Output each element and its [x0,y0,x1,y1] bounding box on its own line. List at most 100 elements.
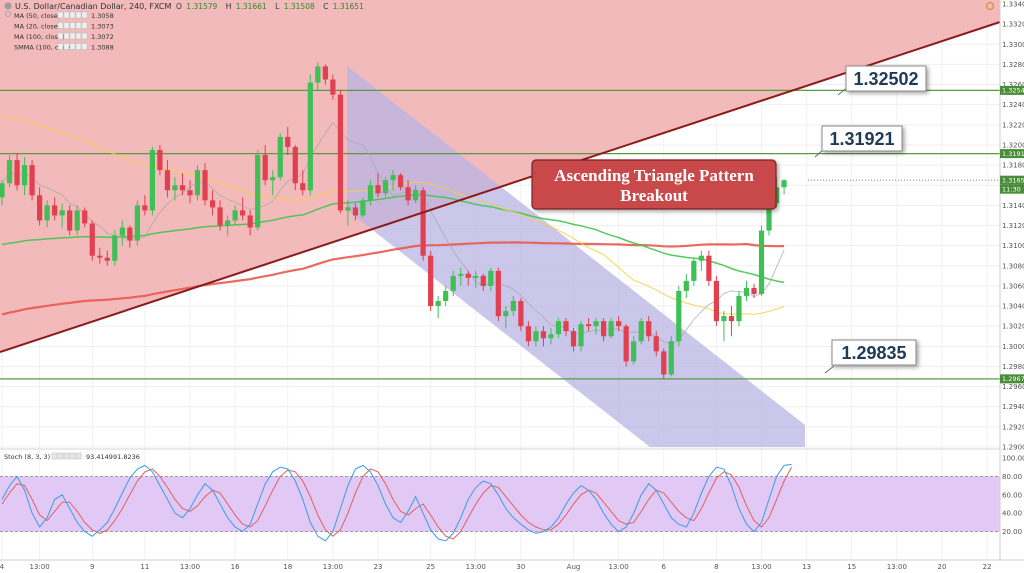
legend-control-icon[interactable] [81,22,88,29]
candle [240,197,246,221]
legend-control-icon[interactable] [57,43,64,50]
legend-control-icon[interactable] [75,11,82,19]
gear-icon[interactable] [985,1,995,11]
candle [270,170,276,196]
time-tick-label: 13:00 [323,563,343,571]
legend-control-icon[interactable] [81,11,88,19]
candle [52,197,58,221]
legend-control-icon[interactable] [57,32,64,40]
candle [706,250,712,286]
candle [82,207,88,228]
stoch-k-line [1,463,792,542]
candle [668,336,674,377]
candle [315,62,321,90]
price-tick-label: 1.29000 [1002,444,1024,452]
legend-value-1: 1.3073 [91,23,114,31]
price-tick-label: 1.33200 [1002,21,1024,29]
time-tick-label: 8 [714,563,718,571]
candle [330,74,336,100]
legend-control-icon[interactable] [51,452,58,460]
candle [337,89,343,214]
legend-control-icon[interactable] [75,43,82,50]
price-badge: 1.29677 [1000,374,1024,384]
time-tick-label: 23 [374,563,383,571]
time-tick-label: 13:00 [887,563,907,571]
time-tick-label: 16 [231,563,240,571]
legend-control-icon[interactable] [63,452,70,460]
indicator-legend: MA (50, close) 1.3058 MA (20, close) 1.3073… [5,11,114,52]
svg-text:1.29677: 1.29677 [1002,375,1024,383]
candle [623,324,629,367]
time-tick-label: 25 [426,563,435,571]
legend-value-3: 1.3088 [91,44,114,52]
candle [225,215,231,236]
legend-control-icon[interactable] [57,452,64,460]
support-resistance-levels [0,89,1000,380]
legend-control-icon[interactable] [63,22,70,29]
legend-control-icon[interactable] [81,43,88,50]
candle [307,74,313,196]
legend-control-icon[interactable] [69,452,76,460]
price-badges: 1.32542 1.31914 1.3165111:30 1.29677 [808,85,1024,384]
stochastic-pane: Stoch (8, 3, 3) 93.4149 91.8236 [0,448,1000,542]
candle [217,200,223,231]
annotation-line-1: Ascending Triangle Pattern [554,166,754,185]
price-tick-label: 1.30600 [1002,282,1024,290]
candle [6,155,13,188]
callout-1: 1.32502 [837,65,927,96]
candle [480,273,486,291]
price-tick-label: 1.29200 [1002,423,1024,431]
legend-control-icon[interactable] [75,32,82,40]
legend-control-icon[interactable] [57,22,64,29]
price-tick-label: 1.32400 [1002,101,1024,109]
price-axis: 1.33400 1.33200 1.33000 1.32800 1.32600 1.324… [1002,1,1024,452]
candle [390,170,396,191]
candle [97,247,103,264]
descending-channel [347,66,805,447]
svg-text:1.31651: 1.31651 [1002,176,1024,184]
collapse-icon[interactable] [5,11,11,17]
candle [292,144,298,191]
legend-control-icon[interactable] [69,11,76,19]
legend-value-2: 1.3072 [91,33,114,41]
legend-control-icon[interactable] [75,22,82,29]
time-tick-label: 18 [283,563,292,571]
legend-control-icon[interactable] [63,11,70,19]
legend-control-icon[interactable] [69,43,76,50]
candle [691,257,697,286]
time-tick-label: 4 [0,563,5,571]
candle [443,285,449,307]
candle [743,280,750,302]
candle [593,318,599,335]
candle [638,318,644,345]
legend-label-2: MA (100, close) [14,33,64,41]
svg-text:1.31914: 1.31914 [1002,150,1024,158]
svg-text:O 1.31579 H: O 1.31579 H 1.31661 L 1.31508 C 1.31651 [176,2,364,11]
legend-control-icon[interactable] [69,22,76,29]
candle [601,318,607,342]
time-axis: 4 13:00 9 11 13:00 16 18 13:00 23 25 13:00 30 Aug 13:… [0,563,992,571]
legend-control-icon[interactable] [63,32,70,40]
price-badge: 11:30 [1000,184,1024,194]
annotation-box [531,159,777,210]
open-label: O [176,2,182,11]
candle [247,210,253,236]
candle [503,306,509,329]
legend-control-icon[interactable] [75,452,82,460]
candle [661,348,667,379]
price-tick-label: 1.30200 [1002,323,1024,331]
legend-control-icon[interactable] [63,43,70,50]
ascending-trendline [0,21,1001,353]
time-tick-label: 11 [140,563,149,571]
candle [157,144,163,176]
legend-control-icon[interactable] [57,11,64,19]
legend-control-icon[interactable] [81,32,88,40]
legend-control-icon[interactable] [69,32,76,40]
time-tick-label: 6 [662,563,667,571]
candle [405,180,411,206]
price-tick-label: 1.31800 [1002,162,1024,170]
callout-label-2: 1.31921 [829,129,894,149]
legend-label-3: SMMA (100, close) [14,44,74,52]
price-tick-label: 1.33000 [1002,41,1024,49]
